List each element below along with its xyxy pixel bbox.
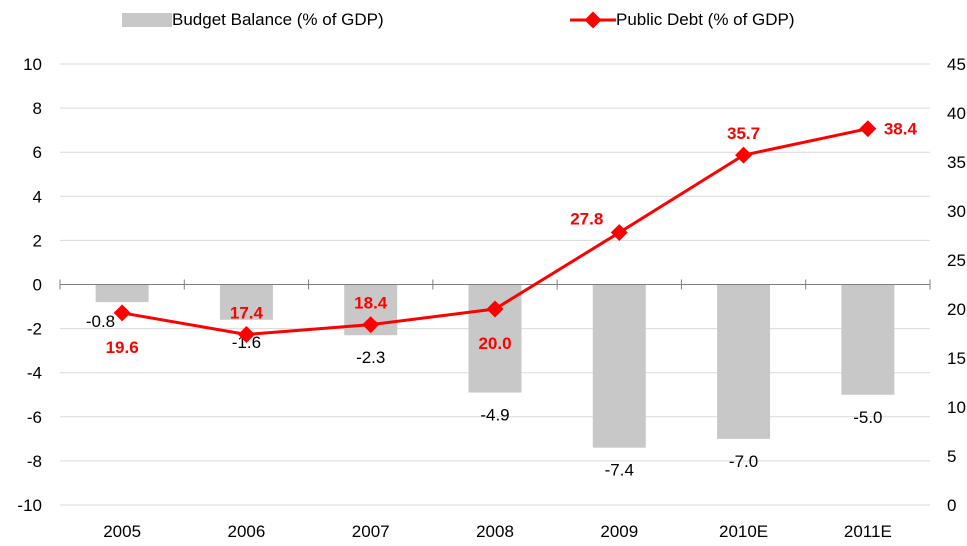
y-left-tick-label: 6	[33, 143, 42, 162]
marker-public-debt	[113, 304, 131, 322]
bar-data-label: -0.8	[86, 312, 115, 331]
y-left-tick-label: -6	[27, 408, 42, 427]
bar-data-label: -7.4	[605, 461, 634, 480]
y-left-tick-label: 10	[23, 55, 42, 74]
legend-bar-swatch	[122, 13, 172, 27]
x-tick-label: 2011E	[844, 522, 892, 541]
x-tick-label: 2008	[476, 522, 514, 541]
x-tick-label: 2009	[600, 522, 638, 541]
y-left-tick-label: 4	[33, 187, 42, 206]
line-data-label: 35.7	[727, 124, 760, 143]
x-tick-label: 2006	[228, 522, 266, 541]
y-right-tick-label: 40	[947, 104, 966, 123]
legend-line-swatch	[570, 10, 616, 30]
marker-public-debt	[237, 325, 255, 343]
bar-data-label: -5.0	[853, 408, 882, 427]
y-left-tick-label: -8	[27, 452, 42, 471]
line-data-label: 38.4	[884, 120, 918, 139]
line-data-label: 17.4	[230, 303, 264, 322]
y-right-tick-label: 10	[947, 398, 966, 417]
x-tick-label: 2010E	[719, 522, 768, 541]
bar-data-label: -7.0	[729, 452, 758, 471]
bar-budget-balance	[219, 284, 273, 320]
bar-budget-balance	[592, 284, 646, 448]
y-left-tick-label: 0	[33, 276, 42, 295]
bar-data-label: -2.3	[356, 348, 385, 367]
bar-budget-balance	[717, 284, 771, 439]
line-data-label: 20.0	[478, 334, 511, 353]
marker-public-debt	[735, 146, 753, 164]
line-data-label: 27.8	[570, 210, 603, 229]
bar-budget-balance	[841, 284, 895, 395]
y-right-tick-label: 30	[947, 202, 966, 221]
line-data-label: 18.4	[354, 294, 388, 313]
y-left-tick-label: -2	[27, 320, 42, 339]
x-tick-label: 2005	[103, 522, 141, 541]
legend-item-public-debt: Public Debt (% of GDP)	[570, 8, 795, 32]
marker-public-debt	[362, 316, 380, 334]
marker-public-debt	[486, 300, 504, 318]
y-right-tick-label: 25	[947, 251, 966, 270]
bar-budget-balance	[95, 284, 149, 303]
legend-label-budget-balance: Budget Balance (% of GDP)	[172, 10, 384, 29]
y-right-tick-label: 45	[947, 55, 966, 74]
marker-public-debt	[859, 120, 877, 138]
y-right-tick-label: 5	[947, 447, 956, 466]
line-data-label: 19.6	[106, 338, 139, 357]
y-left-tick-label: 8	[33, 99, 42, 118]
bar-data-label: -4.9	[480, 406, 509, 425]
marker-public-debt	[610, 224, 628, 242]
y-right-tick-label: 15	[947, 349, 966, 368]
x-tick-label: 2007	[352, 522, 390, 541]
y-right-tick-label: 0	[947, 496, 956, 515]
y-left-tick-label: -10	[17, 496, 42, 515]
y-left-tick-label: 2	[33, 231, 42, 250]
y-right-tick-label: 20	[947, 300, 966, 319]
legend-label-public-debt: Public Debt (% of GDP)	[616, 10, 795, 29]
legend-item-budget-balance: Budget Balance (% of GDP)	[122, 8, 384, 32]
y-right-tick-label: 35	[947, 153, 966, 172]
y-left-tick-label: -4	[27, 364, 42, 383]
